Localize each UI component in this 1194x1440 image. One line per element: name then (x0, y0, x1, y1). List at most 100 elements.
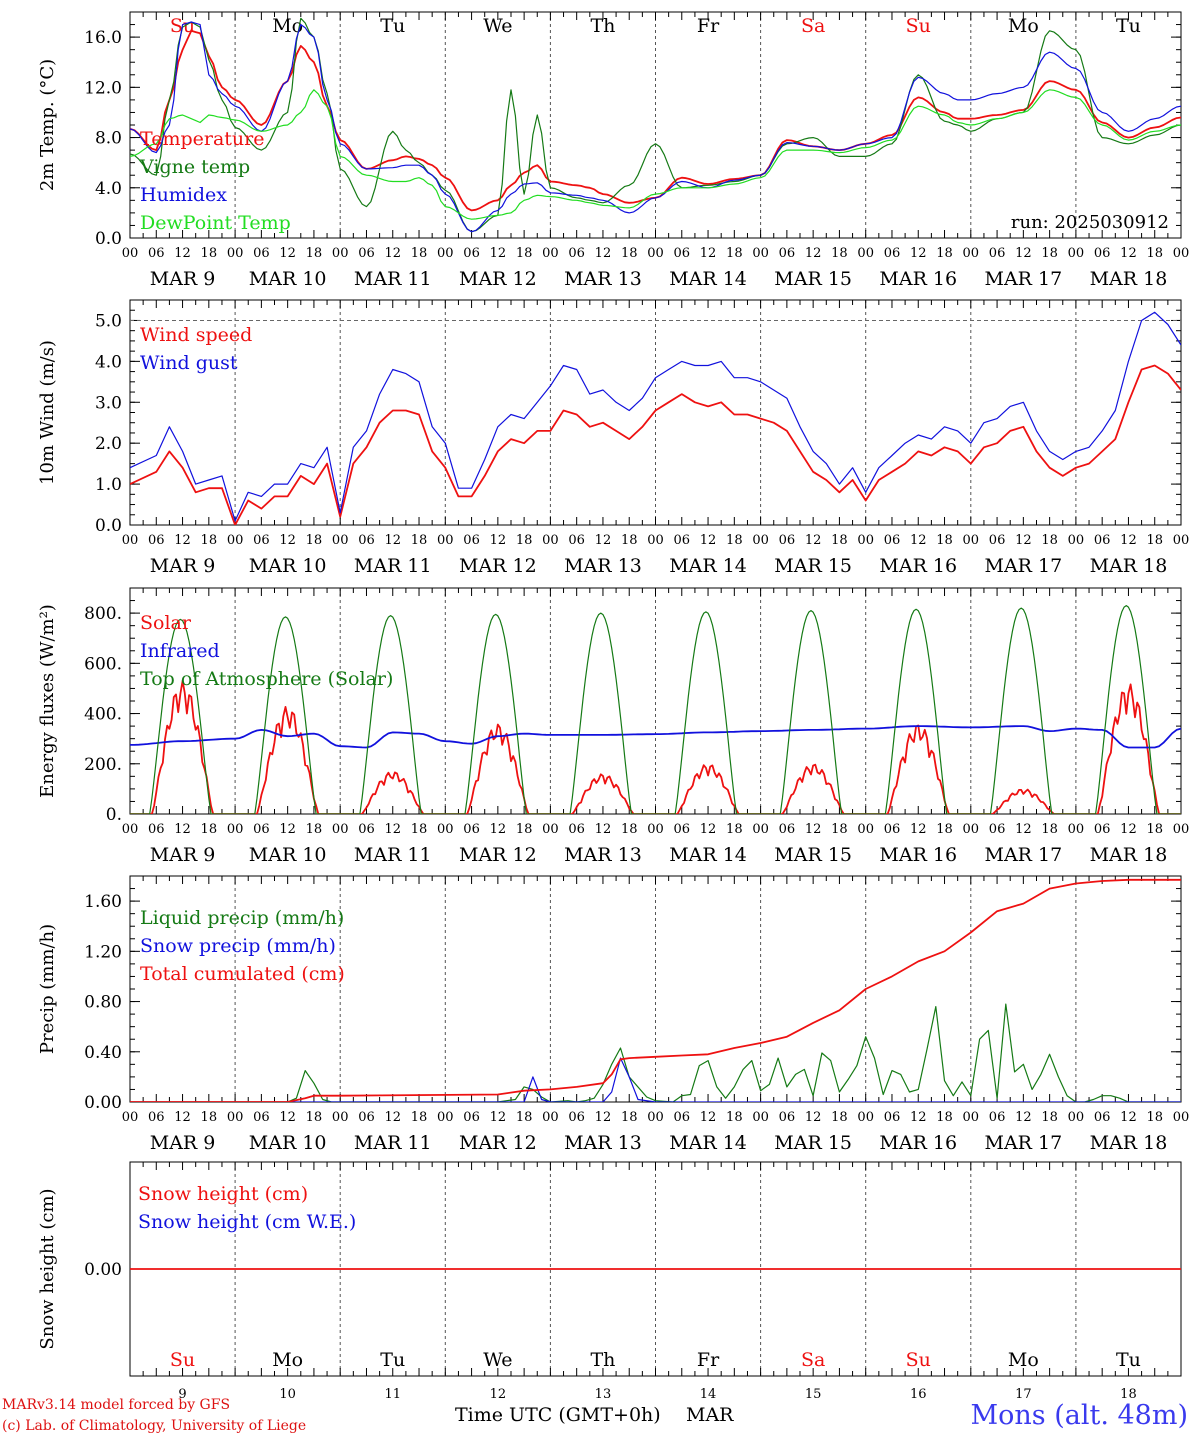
legend-entry: Infrared (140, 640, 220, 662)
hour-label: 06 (779, 822, 796, 837)
hour-label: 12 (174, 822, 191, 837)
y-axis-label: Snow height (cm) (37, 1188, 58, 1349)
weekday-label: Fr (697, 1349, 720, 1371)
y-tick-label: 2.0 (95, 434, 122, 454)
y-tick-label: 8.0 (95, 129, 122, 149)
date-label: MAR 12 (459, 268, 537, 290)
hour-label: 18 (1146, 1110, 1163, 1125)
hour-label: 12 (279, 533, 296, 548)
hour-label: 12 (1120, 533, 1137, 548)
hour-label: 00 (963, 822, 980, 837)
hour-label: 12 (174, 533, 191, 548)
date-label: MAR 16 (879, 844, 957, 866)
date-label: MAR 14 (669, 555, 747, 577)
date-label: MAR 17 (984, 1132, 1062, 1154)
hour-label: 00 (122, 822, 139, 837)
hour-label: 12 (595, 822, 612, 837)
hour-label: 18 (201, 246, 218, 261)
hour-label: 18 (726, 822, 743, 837)
series-group (130, 878, 1181, 1102)
hour-label: 18 (516, 246, 533, 261)
hour-label: 06 (463, 246, 480, 261)
date-label: MAR 10 (249, 555, 327, 577)
series-group (130, 311, 1181, 525)
hour-label: 18 (621, 822, 638, 837)
hour-label: 00 (963, 533, 980, 548)
hour-label: 18 (831, 1110, 848, 1125)
y-tick-label: 16.0 (84, 28, 122, 48)
legend-entry: Snow precip (mm/h) (140, 935, 336, 957)
hour-label: 00 (857, 533, 874, 548)
hour-label: 00 (857, 1110, 874, 1125)
hour-label: 18 (306, 1110, 323, 1125)
hour-label: 06 (253, 1110, 270, 1125)
y-tick-label: 12.0 (84, 78, 122, 98)
hour-label: 06 (989, 533, 1006, 548)
y-tick-label: 0.00 (84, 1093, 122, 1113)
date-label: MAR 15 (774, 555, 852, 577)
hour-label: 12 (910, 533, 927, 548)
y-tick-label: 0.00 (84, 1260, 122, 1280)
hour-label: 06 (884, 246, 901, 261)
date-label: MAR 12 (459, 1132, 537, 1154)
panel-4: 0.00 0.40 0.80 1.20 1.60 Precip (mm/h) 00 06 12 1… (37, 875, 1189, 1154)
legend-entry: Total cumulated (cm) (140, 963, 345, 985)
y-axis-label: 10m Wind (m/s) (37, 340, 58, 485)
hour-label: 06 (358, 822, 375, 837)
day-number: 17 (1015, 1387, 1032, 1402)
series-line (130, 311, 1181, 522)
y-axis-label: Precip (mm/h) (37, 924, 58, 1054)
date-label: MAR 17 (984, 844, 1062, 866)
date-label: MAR 14 (669, 268, 747, 290)
hour-label: 12 (910, 822, 927, 837)
hour-label: 12 (1120, 246, 1137, 261)
hour-label: 12 (805, 822, 822, 837)
legend-entry: Vigne temp (139, 156, 250, 178)
hour-label: 06 (989, 246, 1006, 261)
date-label: MAR 10 (249, 1132, 327, 1154)
day-number: 13 (595, 1387, 612, 1402)
legend-entry: Snow height (cm W.E.) (138, 1211, 356, 1233)
y-tick-label: 400. (84, 705, 122, 725)
panel-3: 0. 200. 400. 600. 800. Energy fluxes (W/m²) 00… (37, 587, 1189, 866)
hour-label: 06 (1094, 533, 1111, 548)
day-number: 12 (490, 1387, 507, 1402)
hour-label: 00 (857, 822, 874, 837)
y-tick-label: 0.0 (95, 516, 122, 536)
series-line (130, 364, 1181, 525)
hour-label: 00 (437, 246, 454, 261)
hour-label: 12 (1120, 822, 1137, 837)
hour-label: 00 (437, 533, 454, 548)
series-group (130, 17, 1181, 233)
date-label: MAR 13 (564, 555, 642, 577)
date-label: MAR 14 (669, 1132, 747, 1154)
hour-label: 06 (253, 533, 270, 548)
y-tick-label: 4.0 (95, 179, 122, 199)
legend-entry: Wind gust (140, 352, 238, 374)
hour-label: 00 (963, 246, 980, 261)
hour-label: 18 (201, 822, 218, 837)
hour-label: 06 (674, 1110, 691, 1125)
date-label: MAR 15 (774, 1132, 852, 1154)
hour-label: 06 (674, 822, 691, 837)
hour-label: 12 (279, 246, 296, 261)
weekday-label: Mo (272, 1349, 303, 1371)
date-label: MAR 12 (459, 555, 537, 577)
hour-label: 12 (805, 533, 822, 548)
hour-label: 18 (621, 246, 638, 261)
hour-label: 18 (1041, 1110, 1058, 1125)
hour-label: 06 (358, 533, 375, 548)
date-label: MAR 11 (354, 1132, 432, 1154)
hour-label: 00 (1068, 1110, 1085, 1125)
hour-label: 06 (148, 246, 165, 261)
hour-label: 06 (674, 533, 691, 548)
hour-label: 06 (568, 1110, 585, 1125)
date-label: MAR 10 (249, 268, 327, 290)
hour-label: 00 (542, 1110, 559, 1125)
hour-label: 12 (1015, 246, 1032, 261)
hour-label: 18 (936, 533, 953, 548)
panel-1: 0.0 4.0 8.0 12.0 16.0 2m Temp. (°C) 00 06 12 18 MA… (37, 11, 1189, 290)
panel-2: 0.0 1.0 2.0 3.0 4.0 5.0 10m Wind (m/s) 00 06 12 18… (37, 299, 1189, 577)
model-credit: MARv3.14 model forced by GFS (2, 1397, 231, 1413)
